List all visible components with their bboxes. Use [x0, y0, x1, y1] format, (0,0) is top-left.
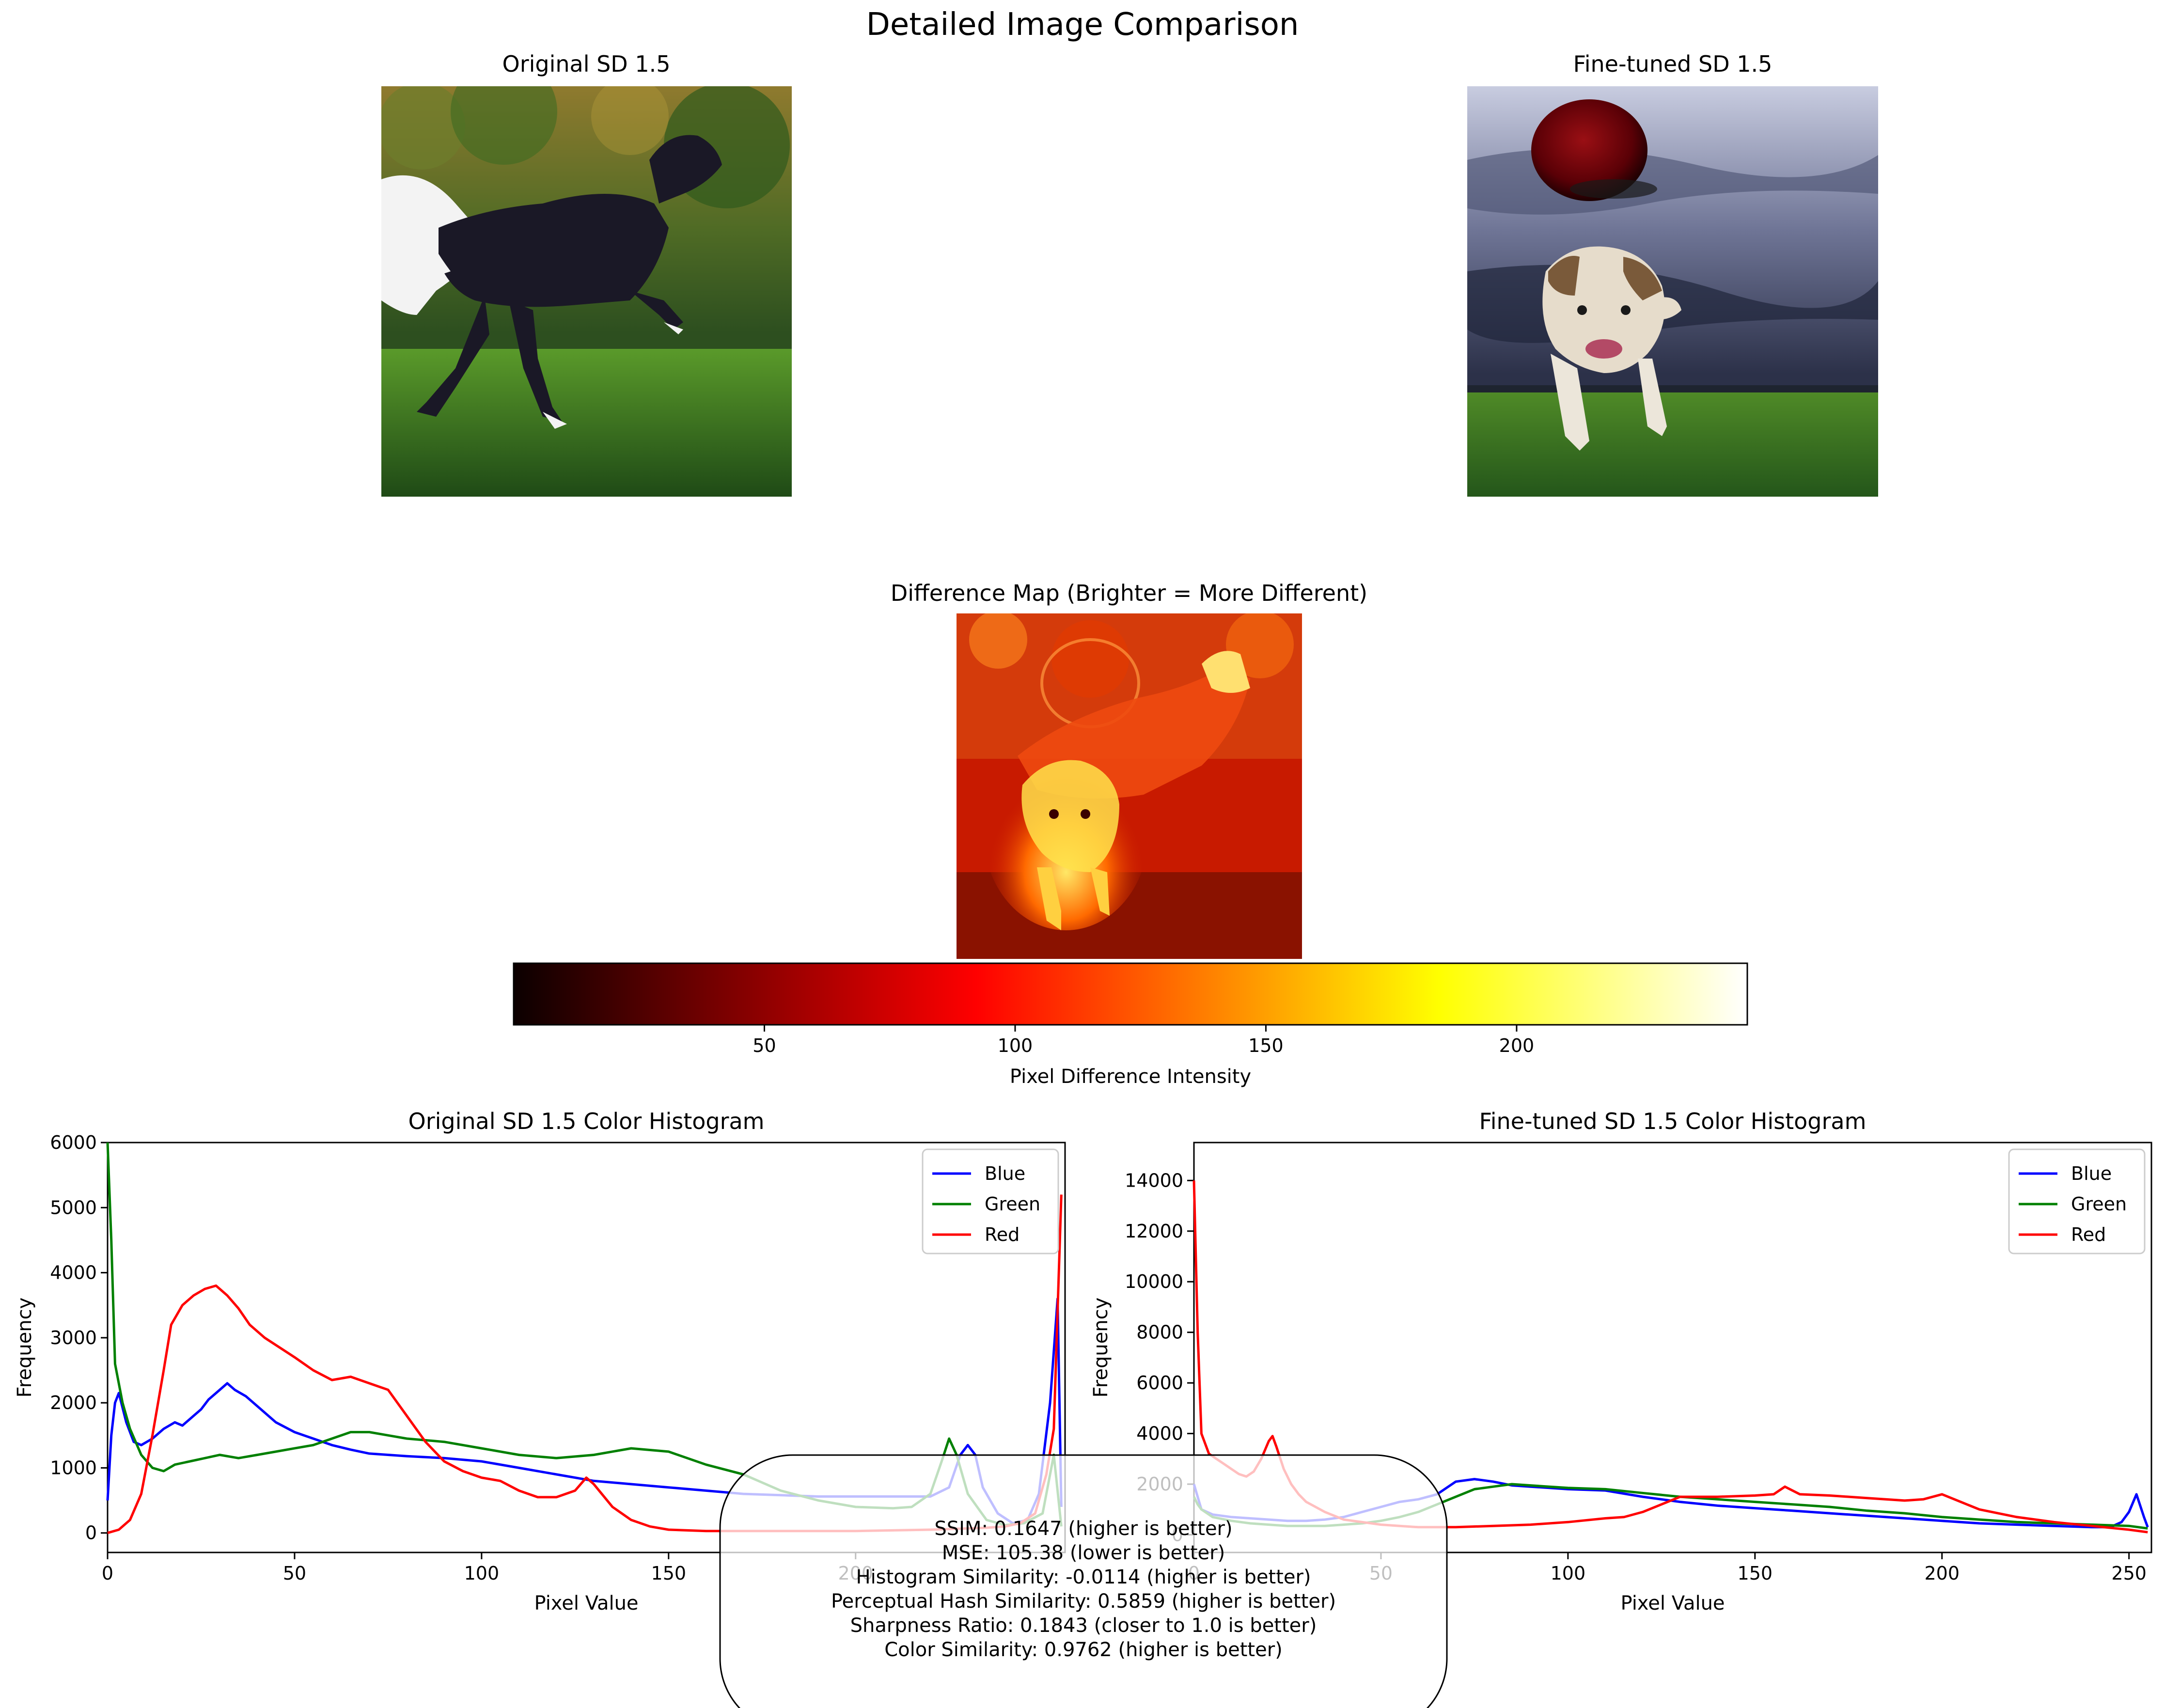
metric-line: Histogram Similarity: -0.0114 (higher is…: [856, 1566, 1311, 1588]
metric-line: Perceptual Hash Similarity: 0.5859 (high…: [831, 1590, 1336, 1613]
legend-label-green: Green: [985, 1193, 1040, 1215]
x-tick-label: 50: [283, 1563, 306, 1584]
finetuned-histogram-xlabel: Pixel Value: [1620, 1592, 1725, 1614]
finetuned-image: [1467, 86, 1878, 497]
y-tick-label: 3000: [50, 1327, 97, 1348]
original-histogram-title: Original SD 1.5 Color Histogram: [408, 1108, 765, 1134]
legend-label-red: Red: [985, 1224, 1020, 1245]
legend-label-blue: Blue: [2071, 1163, 2112, 1184]
series-line-green: [106, 1142, 1063, 1527]
colorbar-tick-label: 100: [998, 1035, 1033, 1056]
y-tick-label: 10000: [1125, 1271, 1183, 1292]
finetuned-histogram-ylabel: Frequency: [1090, 1298, 1112, 1398]
legend-label-red: Red: [2071, 1224, 2106, 1245]
colorbar-ticks: 50 100 150 200: [753, 1025, 1534, 1056]
metric-line: MSE: 105.38 (lower is better): [942, 1542, 1225, 1564]
y-tick-label: 6000: [1136, 1372, 1183, 1394]
y-tick-label: 4000: [1136, 1423, 1183, 1444]
difference-map-image: [957, 613, 1302, 959]
finetuned-image-title: Fine-tuned SD 1.5: [1573, 51, 1773, 77]
colorbar-tick-label: 150: [1248, 1035, 1284, 1056]
y-tick-label: 2000: [50, 1392, 97, 1413]
x-tick-label: 150: [651, 1563, 687, 1584]
colorbar-tick-label: 50: [753, 1035, 776, 1056]
original-histogram-xlabel: Pixel Value: [534, 1592, 638, 1614]
y-tick-label: 1000: [50, 1457, 97, 1478]
original-image-title: Original SD 1.5: [502, 51, 670, 77]
finetuned-histogram-title: Fine-tuned SD 1.5 Color Histogram: [1479, 1108, 1867, 1134]
colorbar-label: Pixel Difference Intensity: [1010, 1066, 1251, 1088]
legend-label-green: Green: [2071, 1193, 2127, 1215]
metric-line: Sharpness Ratio: 0.1843 (closer to 1.0 i…: [850, 1614, 1317, 1637]
x-tick-label: 200: [1924, 1563, 1960, 1584]
x-tick-label: 150: [1738, 1563, 1773, 1584]
y-tick-label: 6000: [50, 1132, 97, 1153]
y-tick-label: 14000: [1125, 1170, 1183, 1191]
metric-line: SSIM: 0.1647 (higher is better): [934, 1518, 1232, 1540]
x-tick-label: 250: [2111, 1563, 2147, 1584]
metrics-box: SSIM: 0.1647 (higher is better)MSE: 105.…: [719, 1454, 1448, 1708]
y-tick-label: 5000: [50, 1197, 97, 1218]
original-image: [381, 86, 792, 497]
y-tick-label: 4000: [50, 1262, 97, 1284]
legend-box: [2008, 1148, 2146, 1254]
original-histogram-ylabel: Frequency: [14, 1298, 36, 1398]
y-tick-label: 8000: [1136, 1322, 1183, 1343]
colorbar-tick-label: 200: [1499, 1035, 1535, 1056]
y-tick-label: 0: [85, 1522, 97, 1544]
x-tick-label: 100: [464, 1563, 500, 1584]
figure-title: Detailed Image Comparison: [866, 7, 1299, 43]
x-tick-label: 100: [1551, 1563, 1586, 1584]
y-tick-label: 12000: [1125, 1221, 1183, 1242]
difference-map-title: Difference Map (Brighter = More Differen…: [891, 580, 1367, 606]
series-line-blue: [106, 1297, 1063, 1525]
legend-box: [922, 1148, 1059, 1254]
finetuned-histogram-legend: Blue Green Red: [2008, 1148, 2146, 1254]
colorbar: 50 100 150 200 Pixel Difference Intensity: [513, 962, 1748, 1088]
original-histogram-legend: Blue Green Red: [922, 1148, 1059, 1254]
metric-line: Color Similarity: 0.9762 (higher is bett…: [884, 1639, 1283, 1661]
x-tick-label: 0: [102, 1563, 113, 1584]
legend-label-blue: Blue: [985, 1163, 1025, 1184]
